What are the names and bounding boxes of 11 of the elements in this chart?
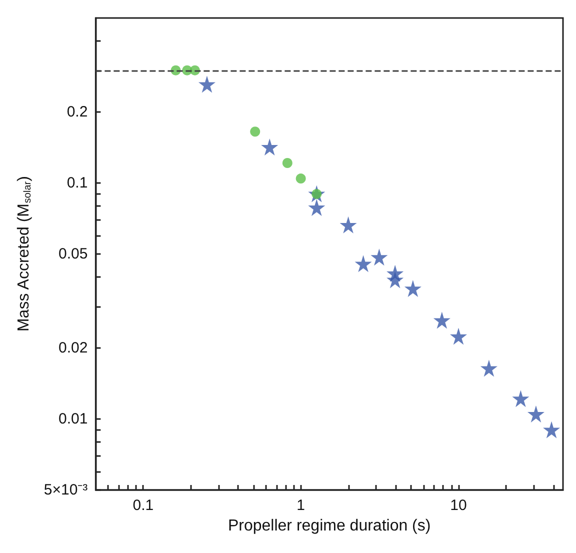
y-tick-label: 0.02 <box>58 339 88 356</box>
y-tick-label: 0.01 <box>58 410 88 428</box>
x-tick-label: 0.1 <box>132 497 154 514</box>
y-tick-label: 0.05 <box>58 246 88 262</box>
y-tick-label: 0.2 <box>66 103 88 120</box>
y-tick-label: 5×10⁻³ <box>44 482 88 498</box>
x-axis-title: Propeller regime duration (s) <box>228 518 431 534</box>
x-tick-label: 1 <box>296 497 305 514</box>
x-tick-label: 10 <box>450 497 467 514</box>
y-tick-label: 0.1 <box>66 174 88 192</box>
y-axis-title: Mass Accreted (Msolar) <box>16 176 34 332</box>
